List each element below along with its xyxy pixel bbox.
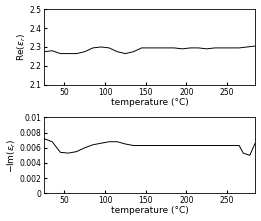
X-axis label: temperature (°C): temperature (°C) [111,98,189,107]
Y-axis label: Re($\varepsilon_r$): Re($\varepsilon_r$) [15,33,28,61]
X-axis label: temperature (°C): temperature (°C) [111,206,189,215]
Y-axis label: $-$Im($\varepsilon_r$): $-$Im($\varepsilon_r$) [5,138,18,173]
